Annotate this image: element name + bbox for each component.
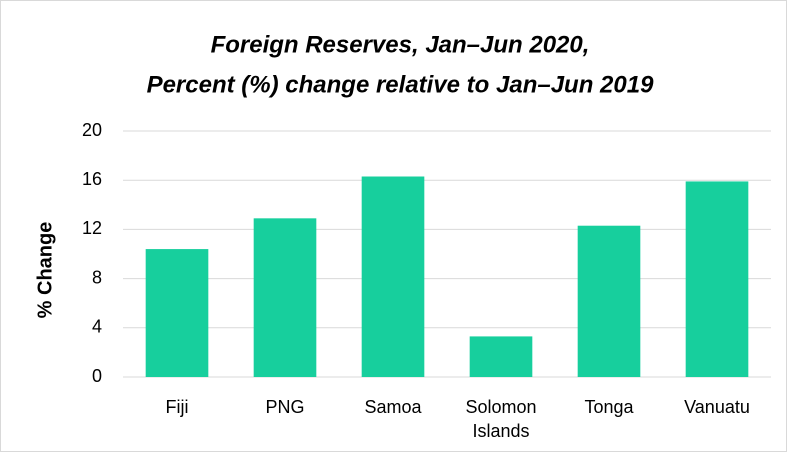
y-axis-label: % Change [34,222,56,319]
chart-title: Percent (%) change relative to Jan–Jun 2… [147,71,655,98]
x-tick-label: Fiji [166,397,189,417]
bar [145,249,209,377]
chart-title: Foreign Reserves, Jan–Jun 2020, [211,31,590,58]
x-tick-label: Solomon Islands [465,397,536,441]
bar [361,176,425,377]
y-tick-label: 4 [92,317,102,337]
bar [577,225,641,377]
y-tick-label: 8 [92,267,102,287]
bar [685,181,749,377]
x-tick-label: Samoa [364,397,422,417]
x-tick-label: Tonga [584,397,634,417]
x-tick-label: PNG [265,397,304,417]
y-tick-label: 12 [82,218,102,238]
bar [253,218,317,377]
bar [469,336,533,377]
y-tick-label: 0 [92,366,102,386]
x-tick-label: Vanuatu [684,397,750,417]
y-tick-label: 20 [82,120,102,140]
y-tick-label: 16 [82,169,102,189]
